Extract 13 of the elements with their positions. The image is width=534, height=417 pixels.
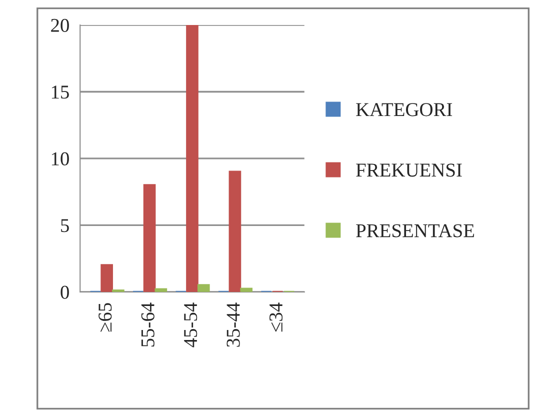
y-tick-label: 10 [52, 152, 69, 166]
x-tick-label: 45-54 [184, 302, 198, 348]
x-tick-label: ≥65 [98, 303, 112, 332]
y-tick-label: 15 [52, 86, 69, 99]
x-tick-label: ≤34 [269, 302, 283, 332]
x-tick-label: 35-44 [226, 302, 240, 347]
y-tick-label: 0 [60, 286, 69, 299]
legend-label: KATEGORI [356, 103, 452, 116]
legend-label: FREKUENSI [356, 164, 462, 177]
y-tick-label: 20 [51, 18, 69, 32]
y-tick-label: 5 [61, 219, 69, 232]
x-tick-label: 55-64 [141, 302, 154, 347]
legend-label: PRESENTASE [356, 224, 474, 238]
